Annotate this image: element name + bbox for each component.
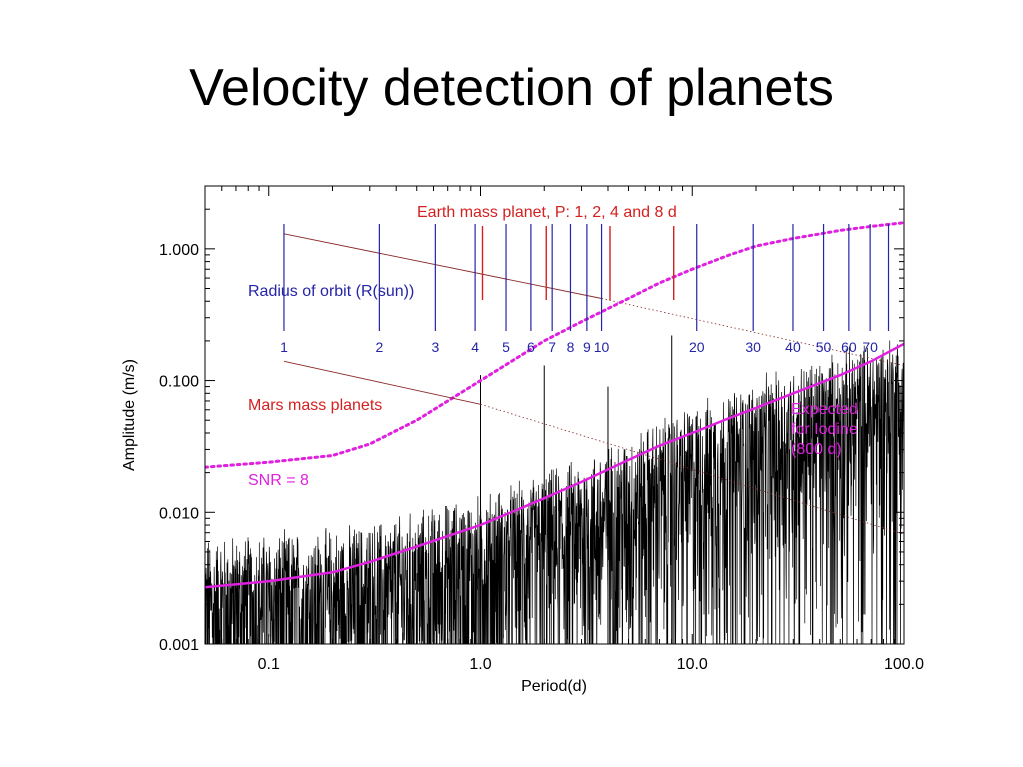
- x-tick-label: 0.1: [258, 656, 280, 673]
- y-tick-label: 1.000: [159, 242, 199, 259]
- annotation-earth: Earth mass planet, P: 1, 2, 4 and 8 d: [417, 204, 677, 221]
- radius-marker-label: 50: [816, 339, 832, 355]
- marker-layer: 1 2 3 4 5 6 7 8 9 10 20 30 40 50 60 70: [280, 224, 890, 355]
- radius-marker-label: 7: [548, 339, 556, 355]
- radius-marker-label: 4: [471, 339, 479, 355]
- series-line-mars-mass-planets: [283, 360, 481, 405]
- axes-layer: 0.1 1.0 10.0 100.0 0.001 0.010 0.100 1.000: [159, 185, 924, 673]
- y-tick-label: 0.001: [159, 637, 199, 654]
- y-tick-label: 0.010: [159, 505, 199, 522]
- radius-marker-label: 2: [375, 339, 383, 355]
- radius-marker-label: 3: [431, 339, 439, 355]
- radius-marker-label: 70: [862, 339, 878, 355]
- annotation-mars: Mars mass planets: [248, 397, 382, 414]
- annotation-radius: Radius of orbit (R(sun)): [248, 283, 414, 300]
- x-axis-label: Period(d): [521, 678, 587, 695]
- annotation-snr: SNR = 8: [248, 472, 309, 489]
- annotation-expected-1: Expected: [791, 401, 858, 418]
- series-line-expected-for-iodine-800-d: [205, 342, 904, 589]
- radius-marker-label: 10: [594, 339, 610, 355]
- y-tick-label: 0.100: [159, 374, 199, 391]
- radius-marker-label: 6: [527, 339, 535, 355]
- x-tick-label: 1.0: [469, 656, 491, 673]
- guide-extension: [480, 403, 904, 535]
- annotation-expected-2: for Iodine: [791, 421, 858, 438]
- radius-marker-label: 40: [785, 339, 801, 355]
- slide-title: Velocity detection of planets: [189, 59, 834, 117]
- radius-marker-label: 1: [280, 339, 288, 355]
- noise-layer: [205, 335, 904, 644]
- series-line-earth-mass-planet: [283, 233, 602, 299]
- radius-marker-label: 60: [841, 339, 857, 355]
- x-tick-label: 10.0: [677, 656, 708, 673]
- radius-marker-label: 20: [689, 339, 705, 355]
- radius-marker-label: 30: [745, 339, 761, 355]
- y-axis-label: Amplitude (m/s): [121, 359, 138, 471]
- plot-frame: [204, 185, 905, 645]
- x-tick-label: 100.0: [884, 656, 924, 673]
- annotation-expected-3: (800 d): [791, 441, 842, 458]
- radius-marker-label: 5: [502, 339, 510, 355]
- radius-marker-label: 8: [567, 339, 575, 355]
- radius-marker-label: 9: [583, 339, 591, 355]
